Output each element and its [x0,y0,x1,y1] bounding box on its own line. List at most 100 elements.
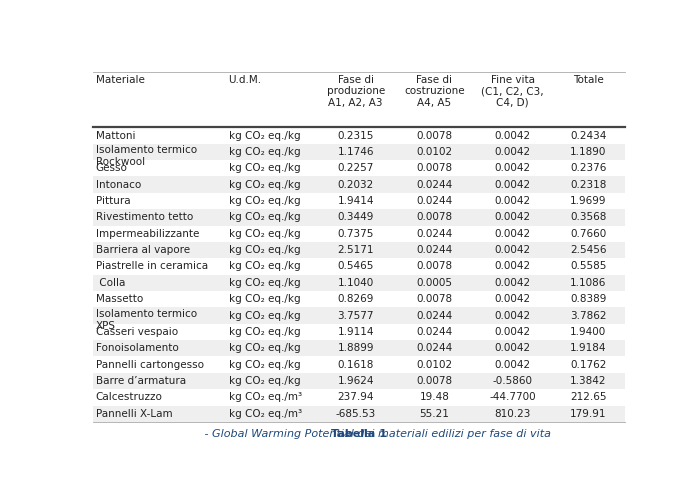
Bar [93,128,624,144]
Bar [93,144,624,160]
Text: 0.0042: 0.0042 [495,327,531,337]
Text: Fase di
costruzione
A4, A5: Fase di costruzione A4, A5 [404,74,465,108]
Text: -44.7700: -44.7700 [489,392,536,402]
Text: 0.0042: 0.0042 [495,294,531,304]
Bar [93,373,624,389]
Text: kg CO₂ eq./kg: kg CO₂ eq./kg [228,310,300,320]
Text: 0.0078: 0.0078 [416,262,452,272]
Text: 0.0102: 0.0102 [416,360,452,370]
Text: 0.0042: 0.0042 [495,310,531,320]
Bar [93,258,624,274]
Text: 0.2032: 0.2032 [337,180,374,190]
Text: U.d.M.: U.d.M. [228,74,262,85]
Text: Barre d’armatura: Barre d’armatura [96,376,186,386]
Text: Pannelli X-Lam: Pannelli X-Lam [96,408,172,418]
Text: 55.21: 55.21 [419,408,449,418]
Text: 0.0042: 0.0042 [495,147,531,157]
Text: 0.2376: 0.2376 [570,164,606,173]
Text: 0.8269: 0.8269 [337,294,374,304]
Text: 0.0042: 0.0042 [495,344,531,353]
Text: 179.91: 179.91 [570,408,607,418]
Text: 0.0244: 0.0244 [416,310,452,320]
Text: 0.7660: 0.7660 [570,228,606,238]
Text: 0.0042: 0.0042 [495,245,531,255]
Text: 1.9114: 1.9114 [337,327,374,337]
Text: -0.5860: -0.5860 [493,376,533,386]
Text: 0.0244: 0.0244 [416,196,452,206]
Text: Materiale: Materiale [96,74,144,85]
Text: 0.3568: 0.3568 [570,212,606,222]
Bar [93,209,624,226]
Text: 1.9184: 1.9184 [570,344,607,353]
Text: kg CO₂ eq./kg: kg CO₂ eq./kg [228,228,300,238]
Text: kg CO₂ eq./kg: kg CO₂ eq./kg [228,376,300,386]
Text: - Global Warming Potential dei materiali edilizi per fase di vita: - Global Warming Potential dei materiali… [167,429,552,439]
Text: 0.0042: 0.0042 [495,180,531,190]
Text: kg CO₂ eq./kg: kg CO₂ eq./kg [228,196,300,206]
Text: 0.0102: 0.0102 [416,147,452,157]
Text: Isolamento termico
Rockwool: Isolamento termico Rockwool [96,145,197,168]
Text: kg CO₂ eq./kg: kg CO₂ eq./kg [228,262,300,272]
Bar [93,242,624,258]
Text: kg CO₂ eq./kg: kg CO₂ eq./kg [228,212,300,222]
Text: kg CO₂ eq./kg: kg CO₂ eq./kg [228,147,300,157]
Text: Pannelli cartongesso: Pannelli cartongesso [96,360,204,370]
Text: 2.5171: 2.5171 [337,245,374,255]
Text: 1.1890: 1.1890 [570,147,606,157]
Text: 0.0078: 0.0078 [416,164,452,173]
Text: 0.0005: 0.0005 [416,278,452,288]
Text: Isolamento termico
XPS: Isolamento termico XPS [96,308,197,331]
Bar [93,226,624,242]
Text: Tabella 1: Tabella 1 [331,429,386,439]
Text: 0.2257: 0.2257 [337,164,374,173]
Text: 0.0042: 0.0042 [495,228,531,238]
Bar [93,193,624,209]
Text: 1.1086: 1.1086 [570,278,606,288]
Text: Rivestimento tetto: Rivestimento tetto [96,212,193,222]
Text: Totale: Totale [573,74,603,85]
Text: 0.0042: 0.0042 [495,196,531,206]
Text: 1.9414: 1.9414 [337,196,374,206]
Text: 1.9699: 1.9699 [570,196,607,206]
Text: Fase di
produzione
A1, A2, A3: Fase di produzione A1, A2, A3 [327,74,385,108]
Text: 0.1762: 0.1762 [570,360,606,370]
Text: 0.0078: 0.0078 [416,130,452,140]
Text: 0.0244: 0.0244 [416,245,452,255]
Text: 0.0078: 0.0078 [416,294,452,304]
Bar [93,160,624,176]
Bar [93,291,624,308]
Text: Intonaco: Intonaco [96,180,141,190]
Text: 1.3842: 1.3842 [570,376,607,386]
Bar [93,176,624,193]
Text: Fonoisolamento: Fonoisolamento [96,344,178,353]
Bar [93,406,624,422]
Text: kg CO₂ eq./kg: kg CO₂ eq./kg [228,360,300,370]
Text: 0.0244: 0.0244 [416,180,452,190]
Text: 2.5456: 2.5456 [570,245,607,255]
Text: -685.53: -685.53 [335,408,376,418]
Text: 3.7577: 3.7577 [337,310,374,320]
Text: 0.2434: 0.2434 [570,130,606,140]
Text: kg CO₂ eq./kg: kg CO₂ eq./kg [228,344,300,353]
Text: 0.5465: 0.5465 [337,262,374,272]
Text: Pittura: Pittura [96,196,130,206]
Text: 1.1746: 1.1746 [337,147,374,157]
Text: 19.48: 19.48 [419,392,449,402]
Text: kg CO₂ eq./kg: kg CO₂ eq./kg [228,180,300,190]
Bar [93,308,624,324]
Text: 237.94: 237.94 [337,392,374,402]
Text: 0.0244: 0.0244 [416,228,452,238]
Text: Massetto: Massetto [96,294,143,304]
Text: 0.0042: 0.0042 [495,212,531,222]
Text: 0.1618: 0.1618 [337,360,374,370]
Text: 3.7862: 3.7862 [570,310,607,320]
Text: 810.23: 810.23 [495,408,531,418]
Text: 0.0244: 0.0244 [416,327,452,337]
Text: 0.0244: 0.0244 [416,344,452,353]
Text: Casseri vespaio: Casseri vespaio [96,327,178,337]
Text: kg CO₂ eq./kg: kg CO₂ eq./kg [228,130,300,140]
Text: 0.0042: 0.0042 [495,262,531,272]
Text: 0.0042: 0.0042 [495,278,531,288]
Text: 0.3449: 0.3449 [337,212,374,222]
Text: kg CO₂ eq./m³: kg CO₂ eq./m³ [228,392,302,402]
